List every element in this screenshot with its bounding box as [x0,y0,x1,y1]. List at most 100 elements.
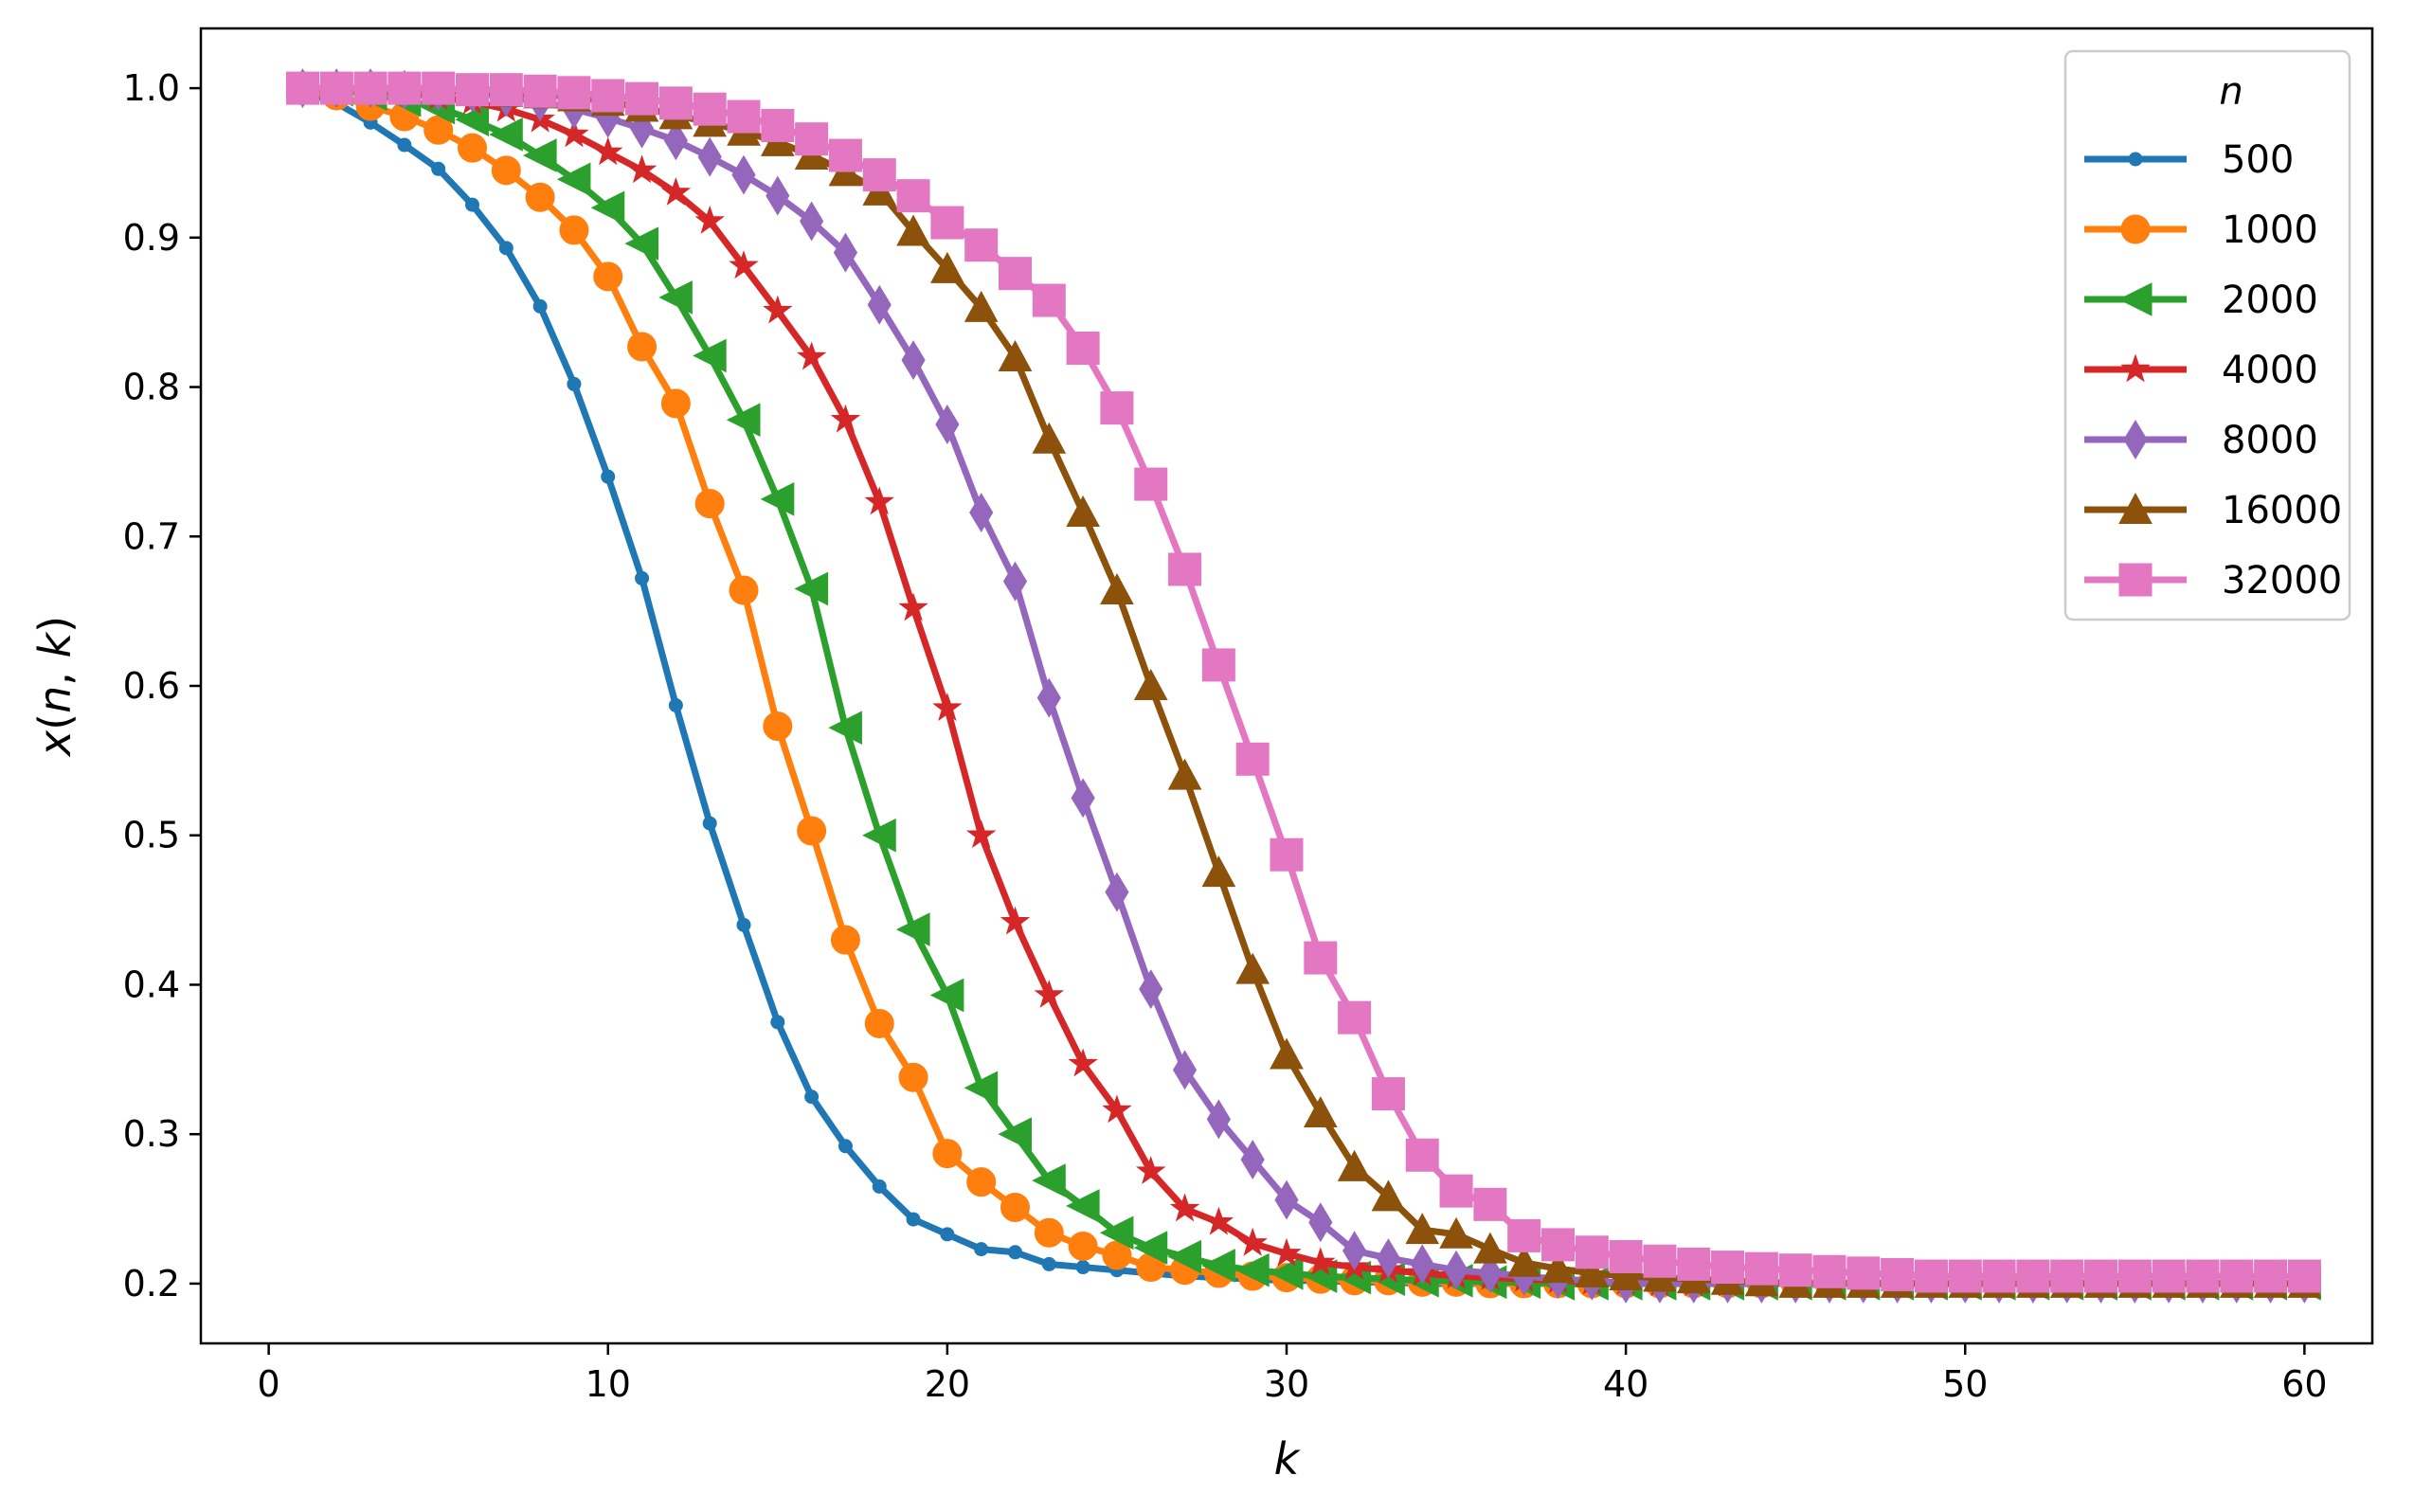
data-point [1847,1256,1881,1290]
y-axis-label-open: ( [29,713,81,730]
data-point [1677,1247,1711,1281]
data-point [658,86,693,120]
legend-entry: 1000 [2084,208,2318,252]
data-point [1041,1256,1056,1271]
data-point [694,205,725,234]
data-point [833,232,858,273]
data-point [796,341,827,370]
data-point [729,250,759,279]
legend-label: 32000 [2222,559,2342,603]
legend-label: 500 [2222,138,2294,182]
data-point [898,592,928,621]
data-point [2120,214,2151,244]
legend-entry: 16000 [2084,489,2342,532]
data-point [1008,1245,1022,1260]
y-axis-label-close: ) [29,616,81,633]
data-point [1169,1193,1200,1222]
data-point [804,1089,820,1105]
data-point [1071,778,1095,819]
data-point [1575,1255,1610,1287]
legend-entries: 500 1000 2000 4000 8000 16000 32000 [2084,138,2342,603]
data-point [2220,1259,2254,1293]
data-point [1240,1140,1265,1179]
data-point [629,108,655,149]
data-point [838,1139,853,1154]
data-point [1439,1174,1473,1208]
data-point [906,1212,921,1227]
data-point [1068,1048,1098,1077]
data-point [1201,1249,1235,1283]
data-point [353,71,387,105]
data-point [567,376,582,391]
data-point [969,493,994,533]
legend-entry: 500 [2084,138,2294,182]
x-tick-label: 10 [585,1363,631,1405]
data-point [387,71,422,105]
data-point [1100,391,1134,425]
data-point [1342,1231,1367,1271]
data-point [2186,1259,2220,1293]
y-tick-label: 0.4 [123,963,180,1005]
data-point [761,109,795,143]
data-point [668,698,683,713]
data-point [932,693,963,722]
data-point [935,405,960,444]
data-point [896,179,930,213]
data-point [658,280,693,315]
data-point [693,338,727,373]
data-point [1271,1237,1302,1267]
data-point [1371,1179,1406,1212]
data-point [1473,1232,1507,1264]
x-tick-label: 60 [2281,1363,2327,1405]
data-point [1034,979,1065,1008]
data-point [1066,495,1100,527]
data-point [593,136,623,166]
data-point [1167,758,1202,790]
data-point [624,226,659,261]
data-point [532,298,548,314]
data-point [1133,668,1168,700]
data-point [660,388,691,419]
data-point [1444,1250,1468,1290]
data-point [523,138,557,172]
data-point [1136,1156,1166,1184]
x-tick-label: 0 [258,1363,280,1405]
data-point [2118,563,2153,597]
data-point [2117,282,2153,316]
y-tick-label: 0.8 [123,367,180,408]
data-point [1235,1252,1270,1287]
data-point [731,154,756,195]
data-point [1133,1231,1168,1265]
x-tick-label: 30 [1264,1363,1309,1405]
data-point [2128,152,2143,167]
data-point [1032,422,1067,454]
data-point [397,137,412,153]
y-tick-label: 0.6 [123,665,180,707]
data-point [940,1227,955,1242]
data-point [1235,952,1270,984]
plot-series-group [285,68,2322,1304]
data-point [2120,353,2151,383]
data-point [1506,1245,1541,1277]
data-point [1201,648,1235,682]
y-tick-label: 1.0 [123,67,180,109]
legend-label: 2000 [2222,279,2318,322]
data-point [2050,1259,2084,1293]
data-point [763,711,793,742]
data-point [2016,1259,2050,1293]
data-point [1002,561,1028,602]
x-axis-label: k [1274,1433,1302,1485]
legend-label: 8000 [2222,419,2318,462]
data-point [556,162,591,197]
y-axis-ticks: 0.2 0.3 0.4 0.5 0.6 0.7 0.8 0.9 1.0 [123,67,201,1305]
data-point [1575,1235,1609,1269]
legend-entry: 2000 [2084,279,2318,322]
data-point [1376,1238,1401,1279]
data-point [766,175,790,216]
legend: n 500 1000 2000 4000 8000 16000 32000 [2063,49,2351,621]
data-point [1032,1163,1066,1197]
data-point [1066,332,1100,366]
data-point [2117,1259,2152,1293]
data-point [867,284,892,325]
data-point [830,925,860,955]
